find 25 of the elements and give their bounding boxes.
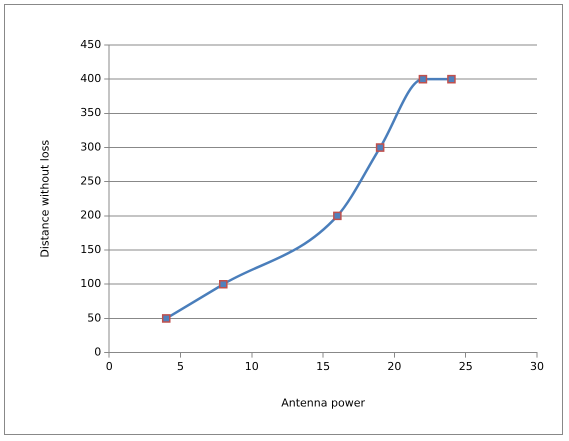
point bbox=[162, 314, 171, 323]
x-tick-label: 5 bbox=[176, 360, 184, 374]
x-tick-label: 10 bbox=[244, 360, 259, 374]
point bbox=[447, 74, 456, 84]
y-tick-label: 350 bbox=[80, 106, 102, 120]
y-tick-label: 150 bbox=[80, 242, 102, 256]
x-tick-label: 0 bbox=[106, 360, 113, 374]
y-tick-label: 300 bbox=[80, 140, 102, 154]
y-tick-label: 50 bbox=[87, 311, 102, 324]
x-tick-label: 25 bbox=[458, 360, 473, 374]
y-tick-label: 250 bbox=[80, 174, 102, 188]
point bbox=[333, 212, 342, 220]
y-tick-label: 450 bbox=[80, 38, 102, 51]
y-axis-title: Distance without loss bbox=[38, 140, 52, 258]
y-tick-label: 200 bbox=[80, 208, 102, 222]
y-tick-label: 400 bbox=[80, 72, 102, 86]
x-axis-title: Antenna power bbox=[281, 396, 366, 410]
x-tick-label: 20 bbox=[387, 360, 402, 374]
point bbox=[418, 74, 428, 84]
point bbox=[376, 143, 384, 152]
y-tick-label: 100 bbox=[80, 277, 102, 290]
point bbox=[218, 280, 228, 289]
y-tick-label: 0 bbox=[94, 345, 102, 358]
x-tick-label: 15 bbox=[316, 360, 330, 374]
x-tick-label: 30 bbox=[530, 360, 544, 374]
